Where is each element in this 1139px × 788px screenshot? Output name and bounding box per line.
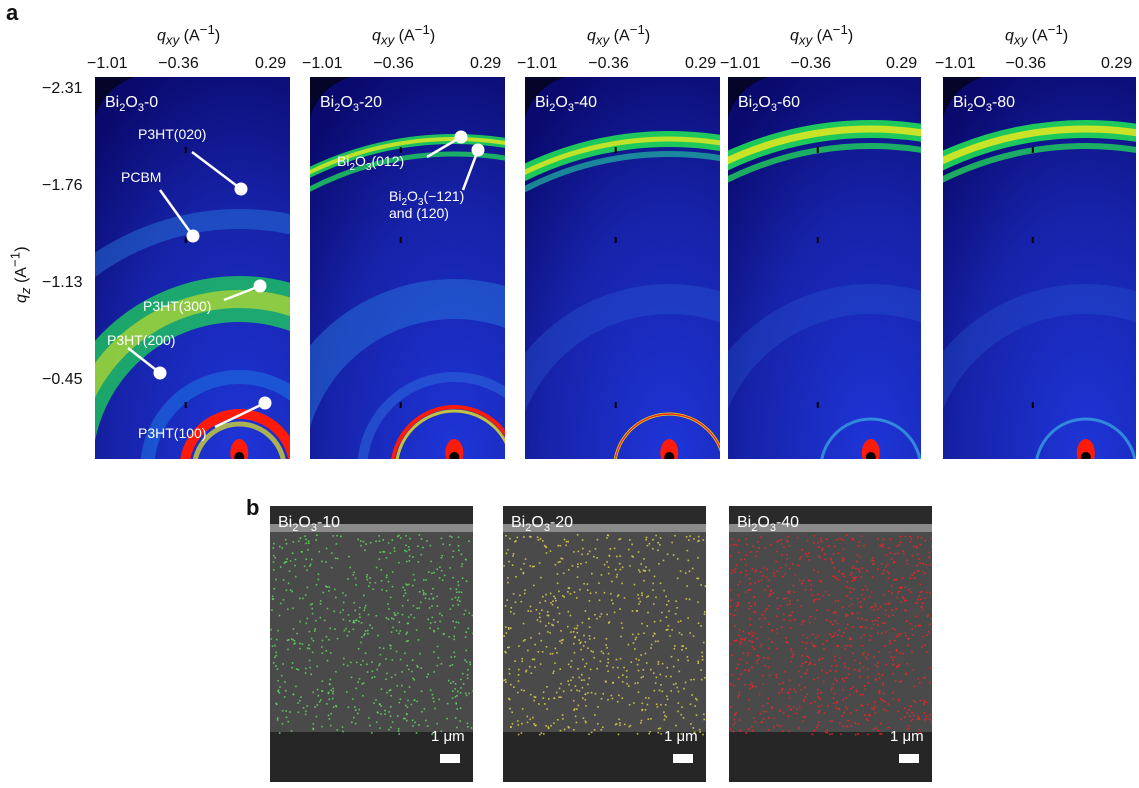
sample-label: Bi2O3-20: [320, 94, 383, 115]
giwaxs-pattern: Bi2O3-60: [728, 77, 921, 459]
x-axis-title: qxy (A−1): [1005, 22, 1069, 48]
sem-cross-section: Bi2O3-20 1 μm: [503, 506, 706, 782]
sem-cross-section: Bi2O3-40 1 μm: [729, 506, 932, 782]
x-tick-label: −1.01: [302, 55, 343, 72]
y-tick-label: −1.76: [42, 177, 83, 194]
scale-bar-label: 1 μm: [664, 728, 698, 745]
x-axis-title: qxy (A−1): [372, 22, 436, 48]
x-tick-label: 0.29: [1101, 55, 1133, 72]
peak-annotation: P3HT(100): [138, 425, 207, 441]
y-tick-label: −2.31: [42, 80, 83, 97]
panel-b-letter: b: [246, 495, 260, 520]
x-tick-label: −1.01: [935, 55, 976, 72]
scale-bar: [440, 754, 460, 763]
scale-bar: [899, 754, 919, 763]
giwaxs-pattern: Bi2O3-80: [943, 77, 1136, 459]
peak-annotation: P3HT(200): [107, 332, 176, 348]
x-tick-label: −1.01: [720, 55, 761, 72]
peak-annotation: Bi2O3(−121): [389, 188, 465, 208]
x-axis-title: qxy (A−1): [587, 22, 651, 48]
sem-sample-label: Bi2O3-10: [278, 514, 341, 535]
x-tick-label: 0.29: [886, 55, 918, 72]
sample-label: Bi2O3-0: [105, 94, 159, 115]
y-tick-label: −1.13: [42, 274, 83, 291]
panel-a-letter: a: [6, 0, 19, 25]
peak-annotation: P3HT(020): [138, 126, 207, 142]
sample-label: Bi2O3-80: [953, 94, 1016, 115]
giwaxs-pattern: Bi2O3-40: [525, 77, 720, 459]
sem-sample-label: Bi2O3-40: [737, 514, 800, 535]
y-tick-label: −0.45: [42, 371, 83, 388]
x-axis-title: qxy (A−1): [790, 22, 854, 48]
scale-bar-label: 1 μm: [431, 728, 465, 745]
x-tick-label: −1.01: [517, 55, 558, 72]
sem-sample-label: Bi2O3-20: [511, 514, 574, 535]
peak-annotation: and (120): [389, 205, 449, 221]
scale-bar: [673, 754, 693, 763]
sem-cross-section: Bi2O3-10 1 μm: [270, 506, 473, 782]
peak-annotation: P3HT(300): [143, 298, 212, 314]
peak-annotation: PCBM: [121, 169, 162, 185]
sample-label: Bi2O3-60: [738, 94, 801, 115]
x-axis-title: qxy (A−1): [157, 22, 221, 48]
x-tick-label: −0.36: [1005, 55, 1047, 72]
x-tick-label: −0.36: [158, 55, 199, 72]
x-tick-label: −0.36: [373, 55, 414, 72]
x-tick-label: 0.29: [470, 55, 502, 72]
x-tick-label: −0.36: [790, 55, 832, 72]
x-tick-label: 0.29: [255, 55, 287, 72]
x-tick-label: −1.01: [87, 55, 128, 72]
scale-bar-label: 1 μm: [890, 728, 924, 745]
x-tick-label: 0.29: [685, 55, 717, 72]
giwaxs-pattern: Bi2O3-20: [310, 77, 505, 459]
sample-label: Bi2O3-40: [535, 94, 598, 115]
peak-annotation: Bi2O3(012): [337, 153, 405, 173]
x-tick-label: −0.36: [588, 55, 629, 72]
